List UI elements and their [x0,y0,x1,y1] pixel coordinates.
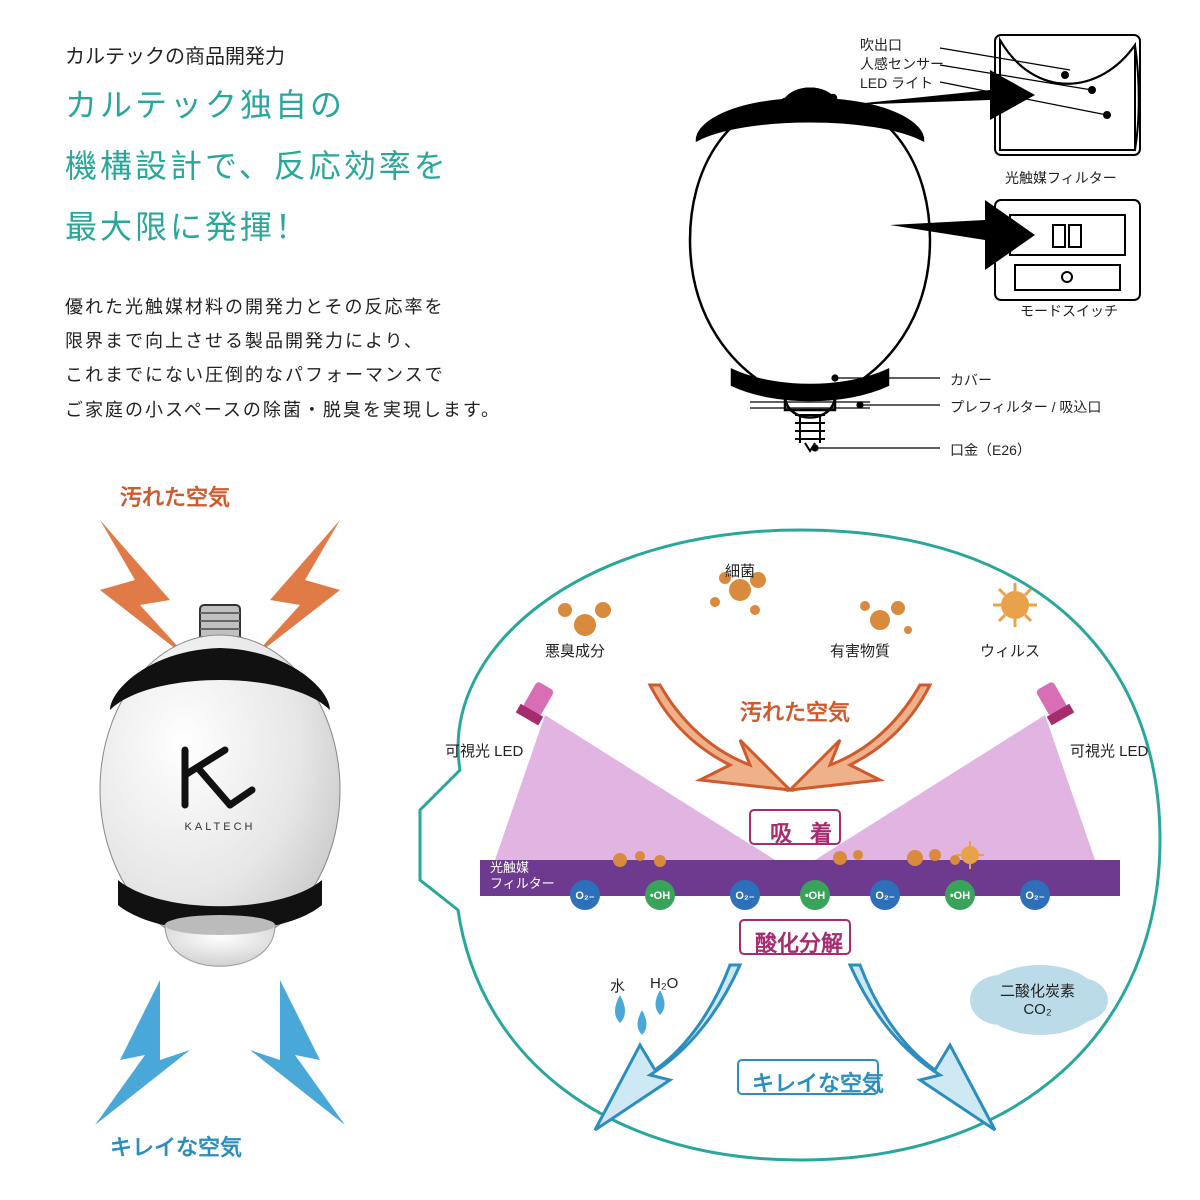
bubble-dirty: 汚れた空気 [740,695,850,727]
subheading: カルテックの商品開発力 [65,40,285,69]
bubble-co2: 二酸化炭素 CO₂ [1000,980,1075,1018]
svg-text:•OH: •OH [950,890,970,902]
bubble-led-l: 可視光 LED [445,740,523,761]
bubble-filter: 光触媒 フィルター [490,860,555,893]
svg-text:•OH: •OH [650,890,670,902]
product-render: KALTECH [40,510,400,1130]
bubble-water: 水 [610,975,625,996]
clean-air-label: キレイな空気 [110,1130,242,1162]
callout-outlet: 吹出口 [860,35,902,55]
svg-text:O₂₋: O₂₋ [875,890,894,902]
svg-text:•OH: •OH [805,890,825,902]
bubble-harmful: 有害物質 [830,640,890,661]
headline: カルテック独自の 機構設計で、反応効率を 最大限に発揮！ [65,75,449,257]
svg-text:O₂₋: O₂₋ [575,890,594,902]
svg-text:O₂₋: O₂₋ [735,890,754,902]
svg-text:O₂₋: O₂₋ [1025,890,1044,902]
bubble-led-r: 可視光 LED [1070,740,1148,761]
brand-text: KALTECH [185,821,256,833]
callout-filter: 光触媒フィルター [1005,168,1117,188]
body-copy: 優れた光触媒材料の開発力とその反応率を 限界まで向上させる製品開発力により、 こ… [65,290,501,427]
bubble-odor: 悪臭成分 [545,640,605,661]
bubble-bacteria: 細菌 [725,560,755,581]
bubble-decomp: 酸化分解 [755,926,843,958]
callout-sensor: 人感センサー [860,54,944,74]
callout-mode: モードスイッチ [1020,301,1118,321]
callout-led: LED ライト [860,73,933,93]
bubble-clean: キレイな空気 [752,1066,884,1098]
callout-cover: カバー [950,370,992,390]
bubble-h2o: H₂O [650,975,678,992]
dirty-air-label: 汚れた空気 [120,480,230,512]
callout-prefilter: プレフィルター / 吸込口 [950,397,1101,417]
callout-base: 口金（E26） [950,440,1031,460]
bubble-adsorb: 吸 着 [770,816,838,848]
bubble-virus: ウィルス [980,640,1040,661]
